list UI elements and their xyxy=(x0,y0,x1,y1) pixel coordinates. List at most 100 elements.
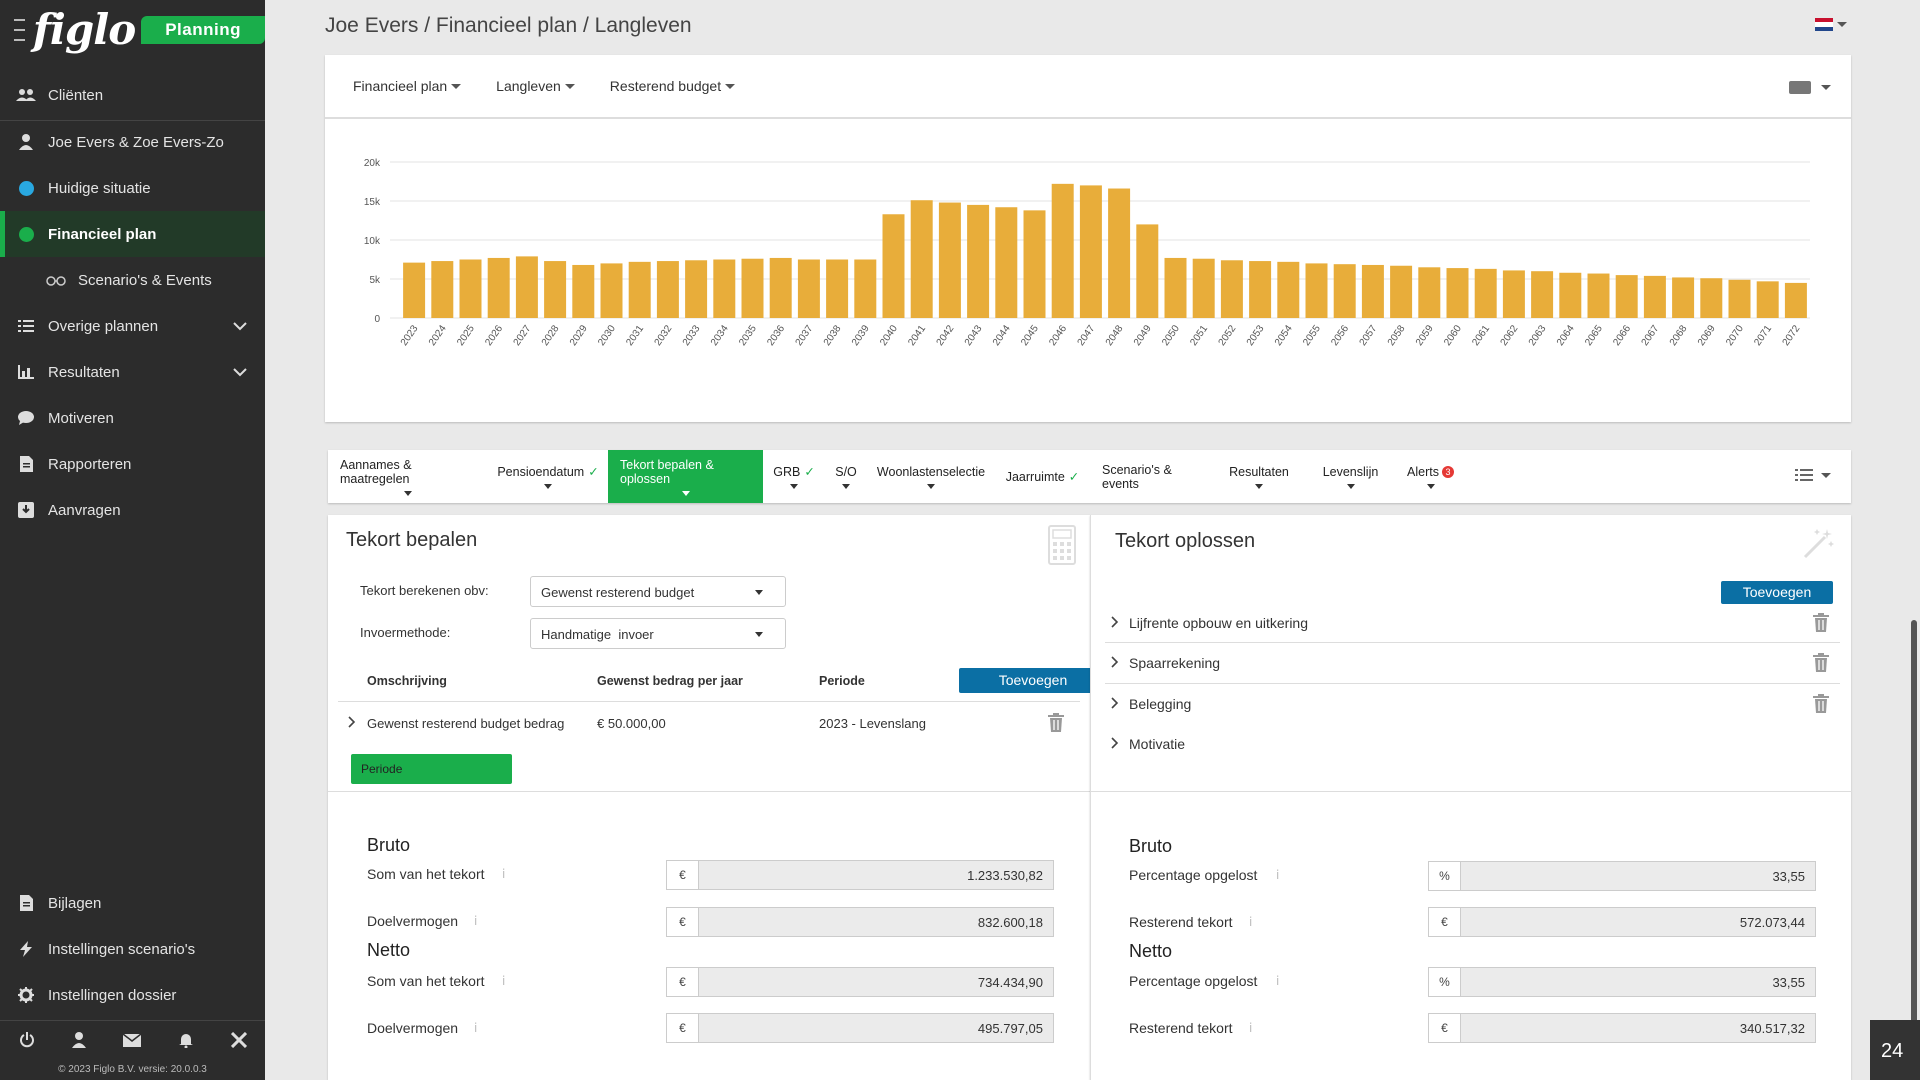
bar[interactable] xyxy=(1756,281,1779,318)
bar[interactable] xyxy=(854,259,877,319)
bar[interactable] xyxy=(656,261,679,318)
bar[interactable] xyxy=(1672,277,1695,318)
info-icon[interactable]: ⅰ xyxy=(1276,868,1280,882)
trash-icon[interactable] xyxy=(1813,613,1829,637)
input-method-select[interactable]: Handmatige invoer xyxy=(530,618,786,649)
bar[interactable] xyxy=(769,257,792,318)
bar[interactable] xyxy=(1108,188,1131,318)
solution-item-motivatie[interactable]: Motivatie xyxy=(1111,724,1831,764)
sidebar-item-motiveren[interactable]: Motiveren xyxy=(0,395,265,441)
user-icon[interactable] xyxy=(71,1032,86,1053)
tab-tekort-bepalen-oplossen[interactable]: Tekort bepalen & oplossen xyxy=(608,450,763,503)
tab-jaarruimte[interactable]: Jaarruimte ✓ xyxy=(995,450,1090,503)
tab-s-o[interactable]: S/O xyxy=(825,450,867,503)
solution-item-spaarrekening[interactable]: Spaarrekening xyxy=(1111,643,1831,683)
mail-icon[interactable] xyxy=(122,1032,141,1052)
bar[interactable] xyxy=(1446,268,1469,318)
bar[interactable] xyxy=(1220,260,1243,318)
bar[interactable] xyxy=(1390,265,1413,318)
solution-item-lijfrente[interactable]: Lijfrente opbouw en uitkering xyxy=(1111,603,1831,643)
tab-pensioendatum[interactable]: Pensioendatum ✓ xyxy=(488,450,608,503)
bar[interactable] xyxy=(910,200,933,318)
info-icon[interactable]: ⅰ xyxy=(474,914,478,928)
bar[interactable] xyxy=(1164,257,1187,318)
tab-list-toggle[interactable] xyxy=(1795,468,1831,482)
chevron-down-icon[interactable] xyxy=(233,318,247,335)
page-scrollbar[interactable] xyxy=(1908,0,1920,1080)
sidebar-item-scenarios-events[interactable]: Scenario's & Events xyxy=(0,257,265,303)
bar[interactable] xyxy=(1051,183,1074,318)
bar[interactable] xyxy=(1249,261,1272,318)
solution-item-belegging[interactable]: Belegging xyxy=(1111,684,1831,724)
bar[interactable] xyxy=(1531,271,1554,318)
bar[interactable] xyxy=(685,260,708,318)
tab-woonlastenselectie[interactable]: Woonlastenselectie xyxy=(867,450,995,503)
bar[interactable] xyxy=(1728,279,1751,318)
bar[interactable] xyxy=(1700,278,1723,318)
info-icon[interactable]: ⅰ xyxy=(502,974,506,988)
bar[interactable] xyxy=(1418,267,1441,318)
sidebar-item-rapporteren[interactable]: Rapporteren xyxy=(0,441,265,487)
tab-resultaten[interactable]: Resultaten xyxy=(1210,450,1308,503)
tab-aannames-maatregelen[interactable]: Aannames & maatregelen xyxy=(328,450,488,503)
bar[interactable] xyxy=(600,263,623,318)
info-icon[interactable]: ⅰ xyxy=(502,867,506,881)
bell-icon[interactable] xyxy=(178,1032,194,1053)
info-icon[interactable]: ⅰ xyxy=(1276,974,1280,988)
periode-button[interactable]: Periode xyxy=(351,754,512,784)
dropdown-scenario[interactable]: Langleven xyxy=(496,78,575,94)
bar[interactable] xyxy=(544,261,567,318)
bar[interactable] xyxy=(938,202,961,318)
bar[interactable] xyxy=(797,259,820,319)
trash-icon[interactable] xyxy=(1813,653,1829,677)
bar[interactable] xyxy=(713,259,736,319)
hamburger-menu-icon[interactable] xyxy=(14,19,25,41)
bar[interactable] xyxy=(741,258,764,318)
bar[interactable] xyxy=(403,262,426,318)
bar[interactable] xyxy=(1502,270,1525,318)
scrollbar-thumb[interactable] xyxy=(1911,620,1917,1080)
tab-grb[interactable]: GRB ✓ xyxy=(763,450,825,503)
tab-scenario-s-events[interactable]: Scenario's & events xyxy=(1090,450,1210,503)
sidebar-item-huidige-situatie[interactable]: Huidige situatie xyxy=(0,165,265,211)
sidebar-item-overige-plannen[interactable]: Overige plannen xyxy=(0,303,265,349)
bar[interactable] xyxy=(572,264,595,318)
calc-basis-select[interactable]: Gewenst resterend budget xyxy=(530,576,786,607)
expand-row-icon[interactable] xyxy=(348,716,356,731)
dropdown-plan[interactable]: Financieel plan xyxy=(353,78,462,94)
sidebar-item-instellingen-scenarios[interactable]: Instellingen scenario's xyxy=(0,926,265,972)
bar[interactable] xyxy=(1192,258,1215,318)
bar[interactable] xyxy=(1361,264,1384,318)
sidebar-item-aanvragen[interactable]: Aanvragen xyxy=(0,487,265,533)
bar[interactable] xyxy=(1079,185,1102,318)
bar[interactable] xyxy=(1587,273,1610,318)
sidebar-item-resultaten[interactable]: Resultaten xyxy=(0,349,265,395)
sidebar-item-client-name[interactable]: Joe Evers & Zoe Evers-Zo xyxy=(0,119,265,165)
chevron-down-icon[interactable] xyxy=(233,364,247,381)
sidebar-item-financieel-plan[interactable]: Financieel plan xyxy=(0,211,265,257)
bar[interactable] xyxy=(1333,264,1356,318)
bar[interactable] xyxy=(882,214,905,318)
info-icon[interactable]: ⅰ xyxy=(474,1021,478,1035)
add-solution-button[interactable]: Toevoegen xyxy=(1721,581,1833,604)
bar[interactable] xyxy=(1474,268,1497,318)
bar[interactable] xyxy=(1615,275,1638,318)
trash-icon[interactable] xyxy=(1048,713,1064,737)
bar[interactable] xyxy=(431,261,454,318)
bar[interactable] xyxy=(1136,224,1159,318)
power-icon[interactable] xyxy=(19,1032,35,1053)
bar[interactable] xyxy=(995,207,1018,318)
dropdown-metric[interactable]: Resterend budget xyxy=(610,78,736,94)
bar[interactable] xyxy=(1784,282,1807,318)
language-selector[interactable] xyxy=(1815,18,1847,31)
bar[interactable] xyxy=(1305,263,1328,318)
tab-levenslijn[interactable]: Levenslijn xyxy=(1308,450,1393,503)
bar[interactable] xyxy=(826,259,849,319)
bar[interactable] xyxy=(487,257,510,318)
tab-alerts[interactable]: Alerts 3 xyxy=(1393,450,1468,503)
add-row-button[interactable]: Toevoegen xyxy=(959,668,1107,693)
sidebar-item-clienten[interactable]: Cliënten xyxy=(0,72,265,118)
sidebar-item-instellingen-dossier[interactable]: Instellingen dossier xyxy=(0,972,265,1018)
chart-view-toggle[interactable] xyxy=(1789,81,1831,94)
bar[interactable] xyxy=(1277,261,1300,318)
